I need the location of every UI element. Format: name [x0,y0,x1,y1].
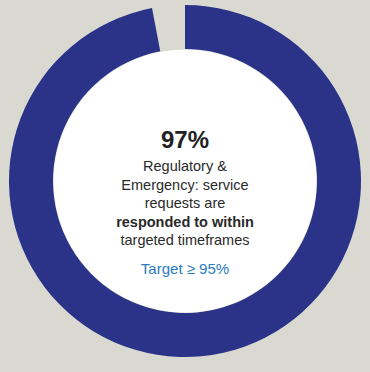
svg-text:targeted timeframes: targeted timeframes [121,232,250,248]
svg-text:Target ≥ 95%: Target ≥ 95% [141,260,229,277]
svg-text:requests are: requests are [145,195,226,211]
svg-text:Regulatory &: Regulatory & [143,158,227,174]
svg-text:responded to within: responded to within [116,214,254,230]
svg-text:Emergency: service: Emergency: service [121,177,248,193]
svg-text:97%: 97% [161,126,209,153]
